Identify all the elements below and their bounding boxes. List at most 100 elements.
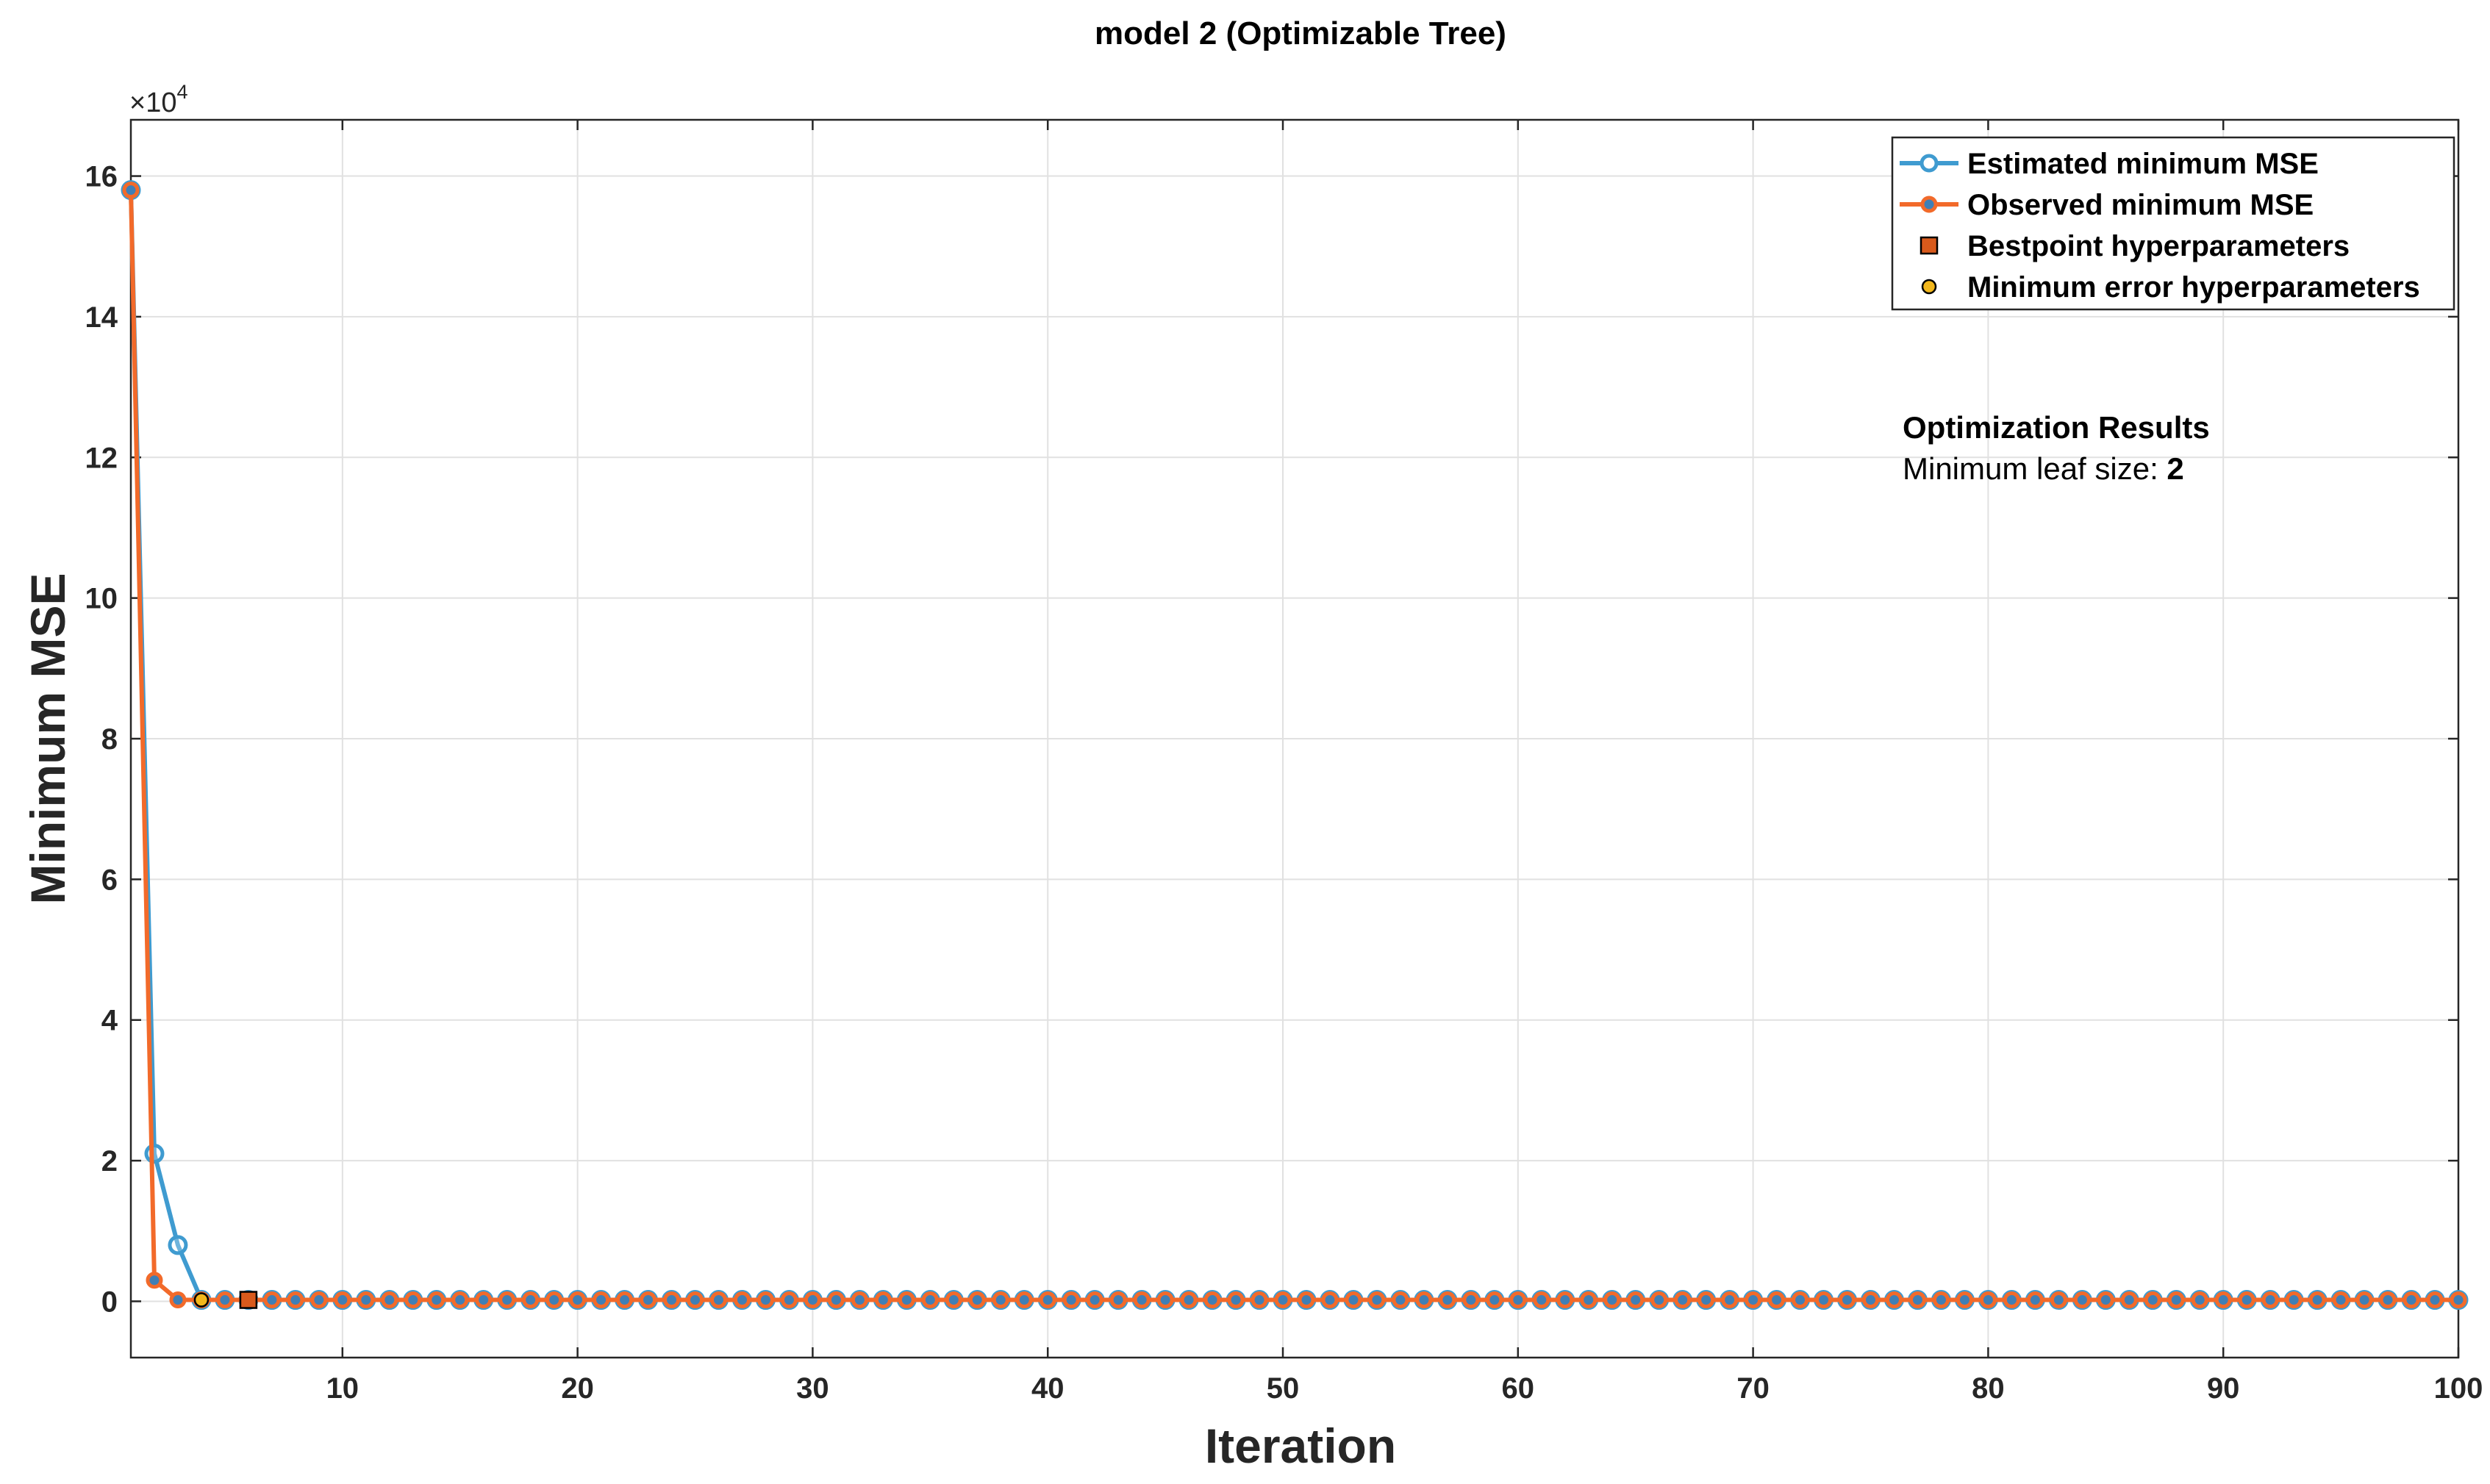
axis-ticks: 10 20 30 40 50 60 70 80 90 100 0 2 4 6 8 10 12 14 16 <box>85 120 2483 1405</box>
data-point <box>1462 1291 1480 1309</box>
legend-swatch-marker <box>1920 196 1938 213</box>
data-point <box>451 1291 469 1309</box>
data-point <box>1862 1291 1880 1309</box>
data-point <box>2308 1291 2326 1309</box>
highlight-points <box>193 1291 258 1309</box>
y-axis-label: Minimum MSE <box>21 573 75 904</box>
y-exponent-base: ×10 <box>129 87 176 118</box>
data-point <box>522 1291 540 1309</box>
data-point <box>475 1291 493 1309</box>
data-point <box>616 1291 634 1309</box>
y-tick-label: 14 <box>85 301 118 334</box>
y-exponent-power: 4 <box>176 81 187 103</box>
data-point <box>2120 1291 2138 1309</box>
x-tick-label: 70 <box>1736 1372 1770 1405</box>
data-point <box>1109 1291 1127 1309</box>
data-point <box>1298 1291 1315 1309</box>
y-tick-label: 16 <box>85 161 118 193</box>
data-point <box>1885 1291 1903 1309</box>
data-point <box>1768 1291 1786 1309</box>
y-tick-label: 12 <box>85 442 118 474</box>
data-point <box>1697 1291 1715 1309</box>
data-point <box>780 1291 798 1309</box>
legend-swatch-square <box>1920 236 1939 255</box>
data-point <box>381 1291 398 1309</box>
legend-box <box>1891 136 2455 311</box>
series-observed <box>122 182 2467 1309</box>
x-tick-label: 80 <box>1972 1372 2005 1405</box>
y-exponent-label: ×104 <box>129 81 188 118</box>
data-point <box>1956 1291 1973 1309</box>
y-tick-label: 4 <box>101 1005 118 1037</box>
data-point <box>169 1291 187 1309</box>
x-tick-label: 20 <box>561 1372 594 1405</box>
y-tick-label: 10 <box>85 583 118 615</box>
data-point <box>1086 1291 1103 1309</box>
data-point <box>593 1291 610 1309</box>
data-point <box>1368 1291 1386 1309</box>
data-point <box>827 1291 845 1309</box>
y-tick-label: 8 <box>101 723 118 756</box>
data-point <box>1015 1291 1033 1309</box>
data-point <box>2379 1291 2397 1309</box>
data-point <box>1415 1291 1433 1309</box>
annotation-heading: Optimization Results <box>1903 410 2210 445</box>
x-tick-label: 60 <box>1502 1372 1535 1405</box>
series-layer <box>121 180 2469 1311</box>
annotation-line: Minimum leaf size: 2 <box>1903 451 2184 486</box>
data-point <box>898 1291 915 1309</box>
data-point <box>1603 1291 1621 1309</box>
legend-label: Estimated minimum MSE <box>1967 148 2319 180</box>
data-point <box>545 1291 563 1309</box>
y-tick-label: 0 <box>101 1286 118 1318</box>
data-point <box>1251 1291 1268 1309</box>
data-point <box>733 1291 751 1309</box>
series-line <box>129 190 2458 1302</box>
legend-label: Bestpoint hyperparameters <box>1967 230 2350 262</box>
legend-swatch-marker <box>1920 154 1939 173</box>
data-point <box>122 182 140 199</box>
data-point <box>640 1291 657 1309</box>
legend-label: Minimum error hyperparameters <box>1967 271 2420 304</box>
x-axis-label: Iteration <box>1205 1419 1396 1473</box>
data-point <box>1486 1291 1503 1309</box>
data-point <box>756 1291 774 1309</box>
data-point <box>2332 1291 2350 1309</box>
annotation-value: 2 <box>2167 451 2183 486</box>
data-point <box>968 1291 986 1309</box>
legend-label: Observed minimum MSE <box>1967 189 2314 221</box>
x-tick-label: 90 <box>2207 1372 2240 1405</box>
data-point <box>1062 1291 1080 1309</box>
data-point <box>2403 1291 2420 1309</box>
data-point <box>804 1291 821 1309</box>
legend-swatch-dot <box>1921 279 1937 295</box>
data-point <box>1650 1291 1668 1309</box>
y-tick-label: 2 <box>101 1145 118 1177</box>
data-point <box>2191 1291 2208 1309</box>
data-point <box>1321 1291 1339 1309</box>
data-point <box>168 1235 188 1255</box>
data-point <box>1792 1291 1809 1309</box>
data-point <box>1674 1291 1692 1309</box>
data-point <box>2144 1291 2161 1309</box>
data-point <box>216 1291 234 1309</box>
data-point <box>1439 1291 1456 1309</box>
data-point <box>687 1291 704 1309</box>
x-tick-label: 10 <box>326 1372 359 1405</box>
data-point <box>569 1291 587 1309</box>
data-point <box>428 1291 446 1309</box>
data-point <box>144 1144 165 1164</box>
data-point <box>945 1291 962 1309</box>
data-point <box>1556 1291 1574 1309</box>
data-point <box>1274 1291 1292 1309</box>
data-point <box>2285 1291 2303 1309</box>
data-point <box>851 1291 868 1309</box>
optimization-results: Optimization Results Minimum leaf size: … <box>1903 410 2210 486</box>
data-point <box>1932 1291 1950 1309</box>
data-point <box>2450 1291 2467 1309</box>
data-point <box>287 1291 304 1309</box>
data-point <box>874 1291 892 1309</box>
data-point <box>2073 1291 2091 1309</box>
data-point <box>709 1291 727 1309</box>
